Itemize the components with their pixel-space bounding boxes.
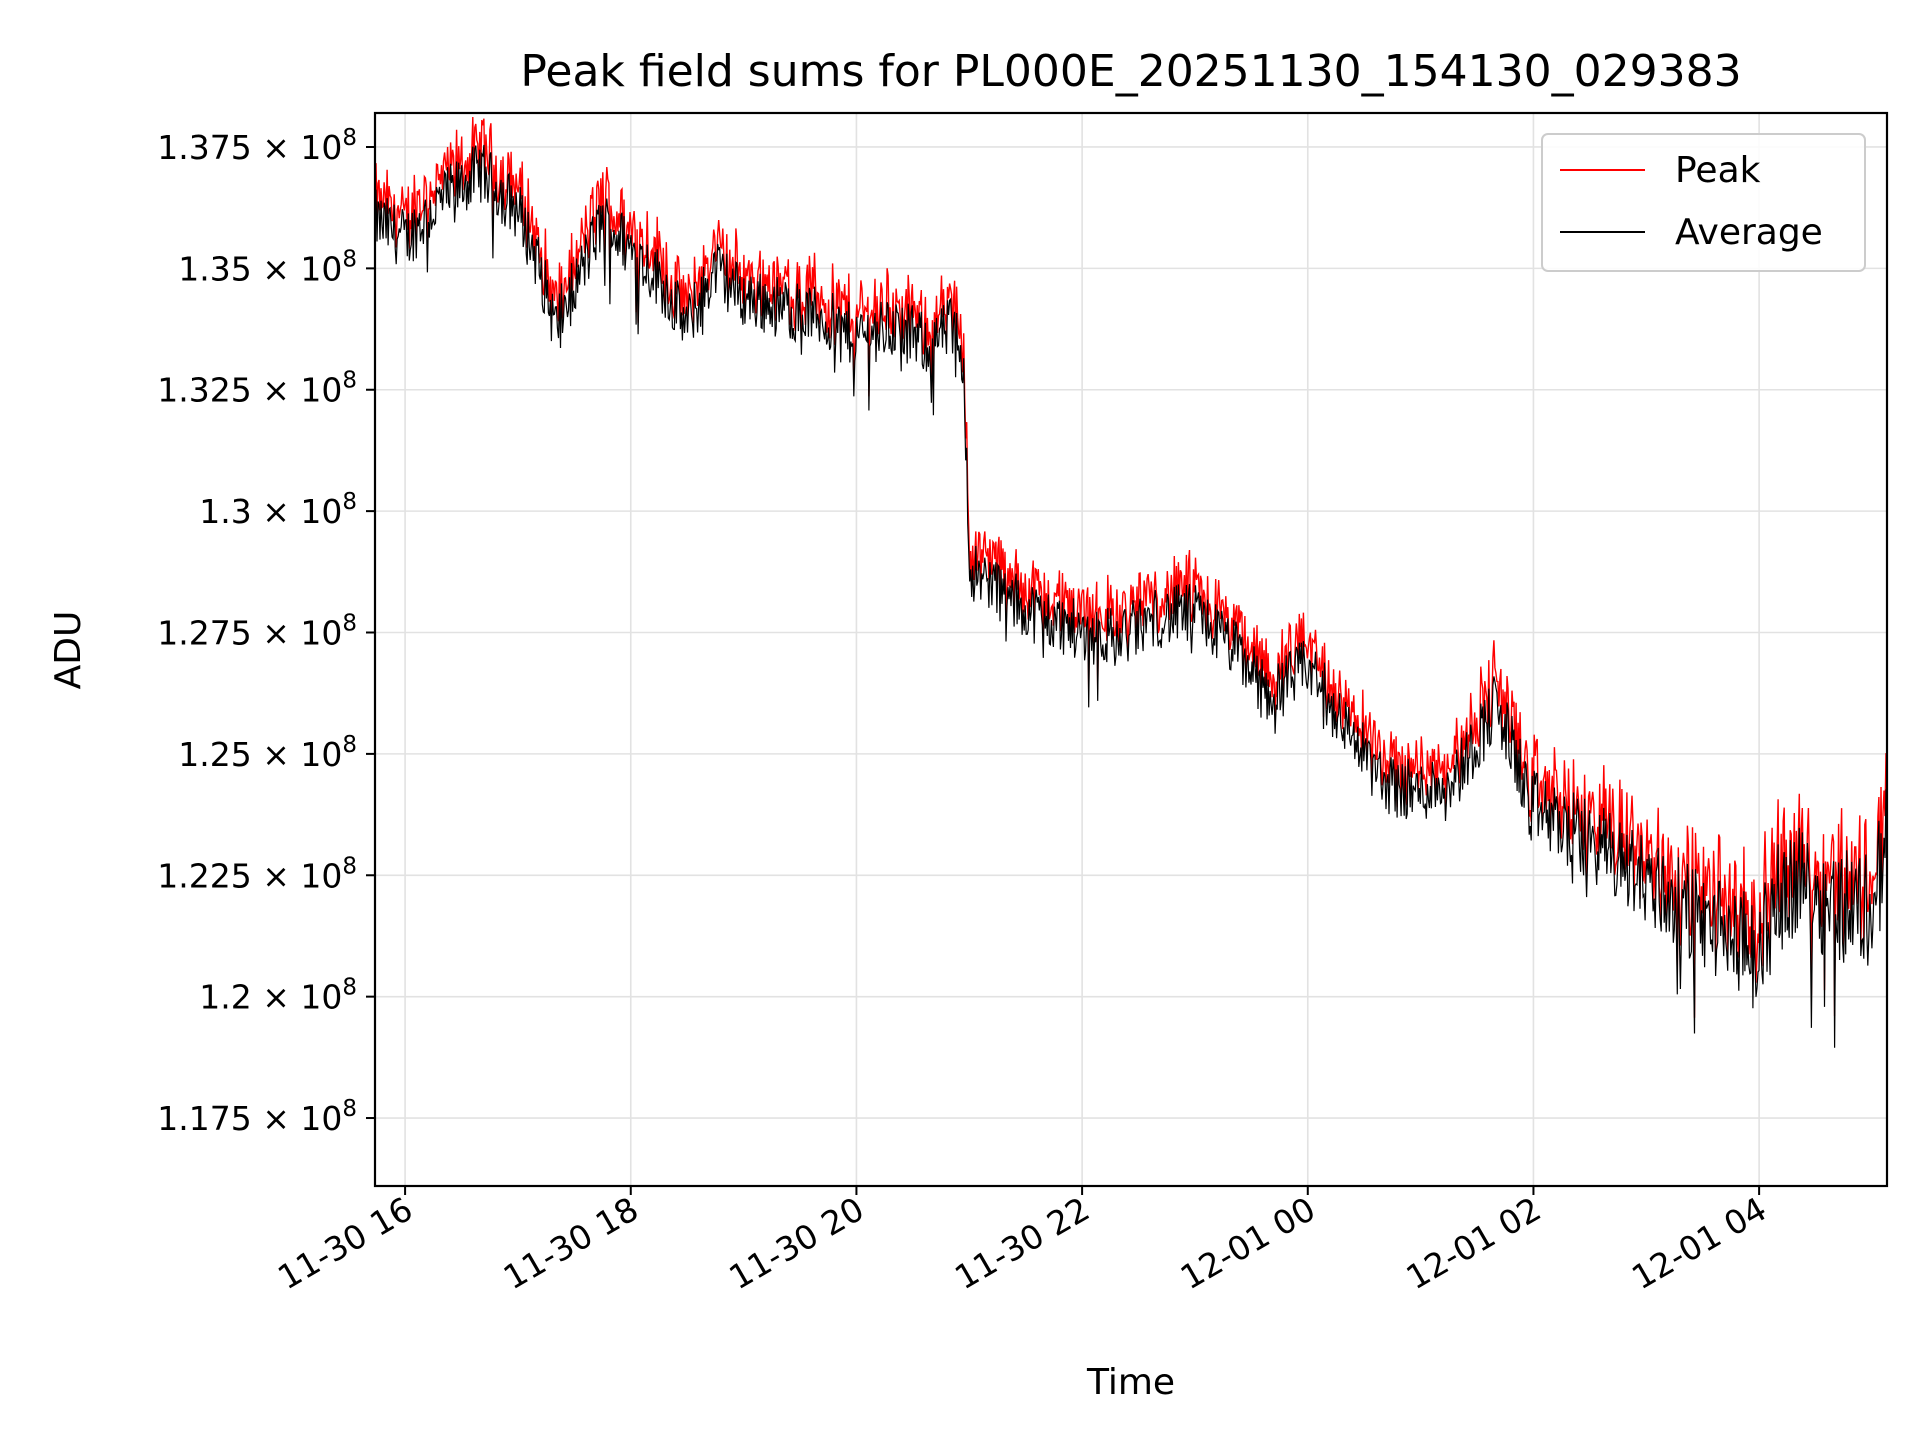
legend-box (1541, 133, 1866, 272)
legend-label-peak: Peak (1675, 150, 1761, 191)
y-tick-label: 1.375 × 108 (157, 125, 357, 167)
series-line-average (375, 144, 1887, 1048)
x-tick-label: 12-01 00 (1174, 1189, 1322, 1297)
y-tick-label: 1.3 × 108 (199, 489, 357, 531)
plot-frame (373, 111, 1889, 1188)
x-tick-label: 11-30 16 (271, 1189, 419, 1297)
legend: Peak Average (1541, 133, 1866, 272)
series-line-peak (375, 116, 1887, 1018)
legend-label-average: Average (1675, 212, 1823, 253)
series-layer (375, 116, 1887, 1048)
x-tick-label: 12-01 02 (1399, 1189, 1547, 1297)
x-axis: 11-30 16 11-30 18 11-30 20 11-30 22 12-01 00… (271, 1186, 1773, 1297)
grid-lines (375, 113, 1887, 1186)
x-tick-label: 11-30 22 (948, 1189, 1096, 1297)
x-tick-label: 11-30 18 (497, 1189, 645, 1297)
x-tick-label: 11-30 20 (722, 1189, 870, 1297)
y-tick-label: 1.225 × 108 (157, 853, 357, 895)
y-tick-label: 1.35 × 108 (178, 246, 357, 288)
y-tick-label: 1.25 × 108 (178, 732, 357, 774)
y-axis-label: ADU (48, 611, 89, 690)
y-tick-label: 1.325 × 108 (157, 368, 357, 410)
chart-title: Peak field sums for PL000E_20251130_1541… (520, 46, 1741, 97)
y-tick-label: 1.175 × 108 (157, 1096, 357, 1138)
y-tick-label: 1.275 × 108 (157, 611, 357, 653)
y-axis: 1.175 × 108 1.2 × 108 1.225 × 108 1.25 × 10… (157, 125, 375, 1138)
x-axis-label: Time (1086, 1362, 1175, 1403)
x-tick-label: 12-01 04 (1625, 1189, 1773, 1297)
y-tick-label: 1.2 × 108 (199, 975, 357, 1017)
